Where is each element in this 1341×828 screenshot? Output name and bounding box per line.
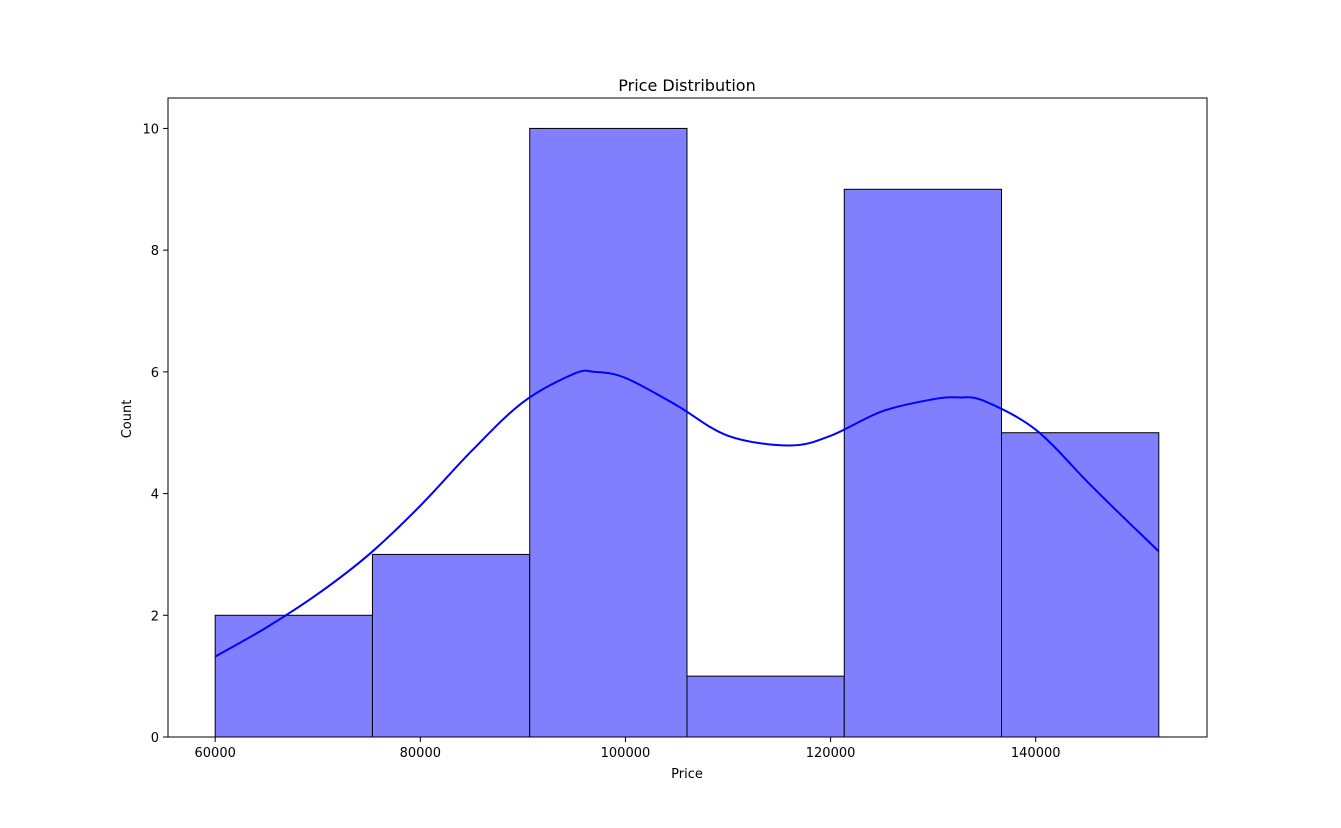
y-tick-label: 8 — [151, 244, 159, 259]
x-tick-label: 100000 — [601, 746, 651, 761]
x-axis-label: Price — [671, 767, 703, 782]
y-tick-label: 10 — [142, 122, 159, 137]
x-tick-label: 60000 — [195, 746, 236, 761]
histogram-bar-2 — [529, 127, 688, 738]
y-tick-label: 4 — [151, 488, 159, 503]
histogram-bar-3 — [686, 675, 845, 738]
x-tick-label: 120000 — [806, 746, 856, 761]
y-tick-label: 2 — [151, 609, 159, 624]
bars-group — [214, 127, 1160, 738]
histogram-bar-0 — [214, 614, 373, 738]
kde-curve — [214, 369, 1160, 658]
x-tick-label: 80000 — [400, 746, 441, 761]
x-axis: 60000 80000 100000 120000 140000 — [195, 737, 1061, 761]
plot-frame — [167, 97, 1208, 738]
x-tick-label: 140000 — [1011, 746, 1061, 761]
y-tick-label: 6 — [151, 366, 159, 381]
y-axis-label: Count — [120, 400, 135, 439]
histogram-bar-1 — [371, 553, 531, 738]
chart-title: Price Distribution — [618, 76, 755, 95]
histogram-bar-5 — [1001, 432, 1160, 738]
y-axis: 0 2 4 6 8 10 — [142, 122, 168, 746]
y-tick-label: 0 — [151, 731, 159, 746]
histogram-bar-4 — [843, 188, 1003, 738]
